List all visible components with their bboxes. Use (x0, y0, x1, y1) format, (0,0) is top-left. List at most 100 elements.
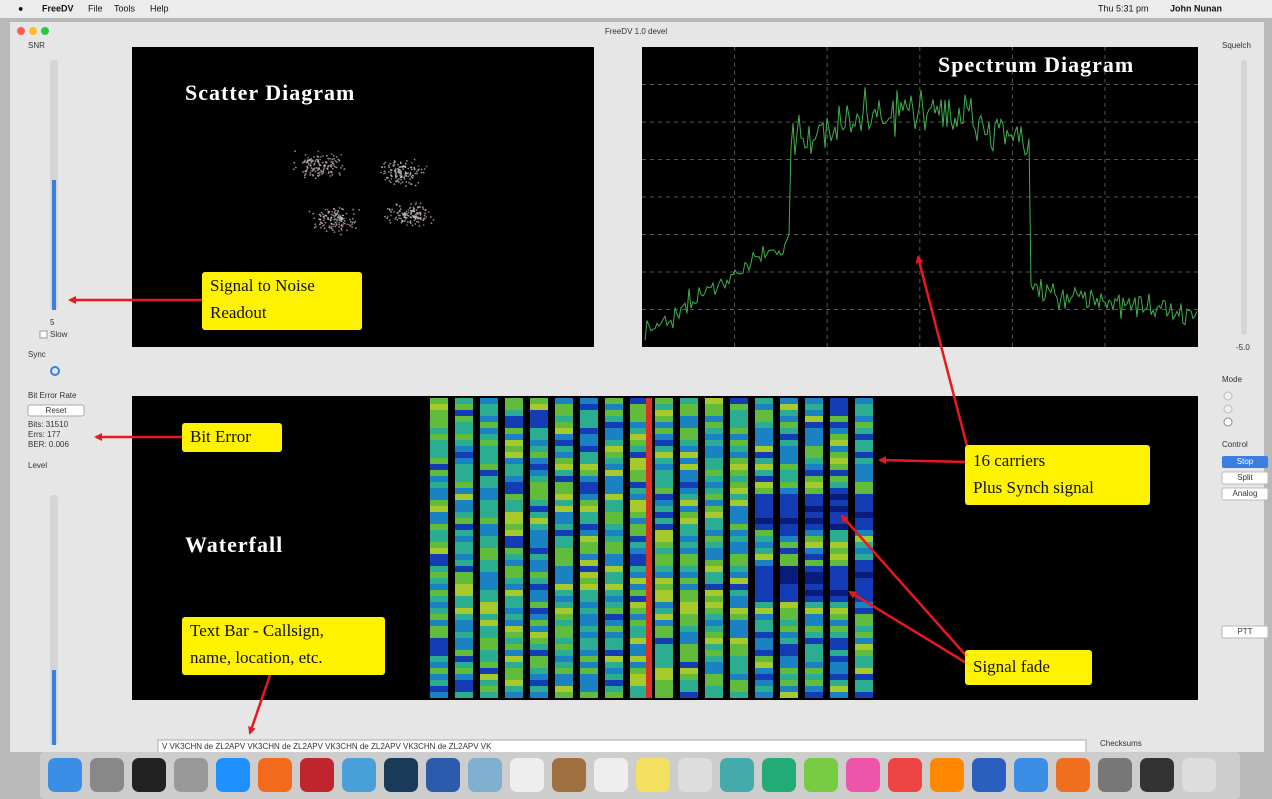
waterfall-cell (705, 650, 723, 656)
waterfall-cell (480, 686, 498, 692)
waterfall-cell (530, 452, 548, 458)
waterfall-cell (805, 464, 823, 470)
waterfall-cell (830, 650, 848, 656)
waterfall-cell (630, 488, 648, 494)
scatter-dot (423, 224, 425, 226)
window-title: FreeDV 1.0 devel (605, 27, 667, 36)
dock-icon[interactable] (1014, 758, 1048, 792)
mode-radio[interactable] (1224, 405, 1232, 413)
dock-icon[interactable] (972, 758, 1006, 792)
waterfall-cell (430, 620, 448, 626)
waterfall-cell (780, 506, 798, 512)
dock-icon[interactable] (90, 758, 124, 792)
waterfall-cell (805, 458, 823, 464)
waterfall-cell (580, 482, 598, 488)
menu-item[interactable]: Tools (114, 3, 136, 13)
clock[interactable]: Thu 5:31 pm (1098, 3, 1149, 13)
dock-icon[interactable] (300, 758, 334, 792)
waterfall-cell (530, 494, 548, 500)
waterfall-cell (505, 578, 523, 584)
waterfall-cell (480, 656, 498, 662)
waterfall-cell (555, 542, 573, 548)
scatter-dot (399, 166, 401, 168)
waterfall-cell (705, 620, 723, 626)
zoom-button[interactable] (41, 27, 49, 35)
dock-icon[interactable] (174, 758, 208, 792)
dock-icon[interactable] (552, 758, 586, 792)
waterfall-cell (680, 602, 698, 608)
waterfall-cell (455, 452, 473, 458)
squelch-slider[interactable] (1241, 60, 1247, 335)
waterfall-cell (755, 572, 773, 578)
dock-icon[interactable] (930, 758, 964, 792)
waterfall-cell (505, 518, 523, 524)
dock-icon[interactable] (804, 758, 838, 792)
dock-icon[interactable] (678, 758, 712, 792)
waterfall-cell (680, 530, 698, 536)
waterfall-cell (705, 530, 723, 536)
waterfall-cell (830, 680, 848, 686)
dock-icon[interactable] (426, 758, 460, 792)
waterfall-cell (555, 482, 573, 488)
mode-radio[interactable] (1224, 418, 1232, 426)
dock-icon[interactable] (888, 758, 922, 792)
waterfall-cell (655, 650, 673, 656)
waterfall-cell (455, 566, 473, 572)
waterfall-cell (605, 686, 623, 692)
waterfall-cell (855, 668, 873, 674)
dock-icon[interactable] (258, 758, 292, 792)
user-name[interactable]: John Nunan (1170, 3, 1222, 13)
app-menu[interactable]: FreeDV (42, 3, 74, 13)
scatter-dot (293, 162, 295, 164)
scatter-dot (336, 161, 338, 163)
menu-item[interactable]: File (88, 3, 103, 13)
snr-value: 5 (50, 318, 55, 327)
waterfall-cell (705, 572, 723, 578)
waterfall-cell (780, 662, 798, 668)
dock-icon[interactable] (342, 758, 376, 792)
waterfall-cell (755, 398, 773, 404)
dock-icon[interactable] (48, 758, 82, 792)
waterfall-cell (455, 554, 473, 560)
waterfall-cell (455, 464, 473, 470)
dock-icon[interactable] (594, 758, 628, 792)
slow-checkbox[interactable] (40, 331, 47, 338)
mode-radio[interactable] (1224, 392, 1232, 400)
waterfall-cell (530, 524, 548, 530)
scatter-dot (413, 206, 415, 208)
dock-icon[interactable] (468, 758, 502, 792)
dock-icon[interactable] (1056, 758, 1090, 792)
scatter-dot (414, 223, 416, 225)
waterfall-cell (705, 536, 723, 542)
scatter-dot (294, 150, 296, 152)
menu-item[interactable]: Help (150, 3, 169, 13)
minimize-button[interactable] (29, 27, 37, 35)
waterfall-cell (705, 656, 723, 662)
scatter-dot (413, 215, 415, 217)
apple-menu[interactable]: ● (18, 3, 23, 13)
dock-icon[interactable] (762, 758, 796, 792)
dock-icon[interactable] (1140, 758, 1174, 792)
waterfall-cell (505, 566, 523, 572)
waterfall-cell (480, 602, 498, 608)
waterfall-cell (855, 494, 873, 500)
scatter-dot (317, 156, 319, 158)
dock-icon[interactable] (510, 758, 544, 792)
waterfall-cell (555, 416, 573, 422)
dock-icon[interactable] (132, 758, 166, 792)
dock-icon[interactable] (846, 758, 880, 792)
dock-icon[interactable] (216, 758, 250, 792)
dock-icon[interactable] (1098, 758, 1132, 792)
dock-icon[interactable] (720, 758, 754, 792)
close-button[interactable] (17, 27, 25, 35)
waterfall-cell (805, 404, 823, 410)
waterfall-cell (555, 530, 573, 536)
waterfall-cell (680, 488, 698, 494)
dock-icon[interactable] (636, 758, 670, 792)
waterfall-cell (805, 638, 823, 644)
scatter-dot (307, 157, 309, 159)
waterfall-cell (730, 398, 748, 404)
waterfall-cell (530, 650, 548, 656)
dock-icon[interactable] (384, 758, 418, 792)
dock-icon[interactable] (1182, 758, 1216, 792)
